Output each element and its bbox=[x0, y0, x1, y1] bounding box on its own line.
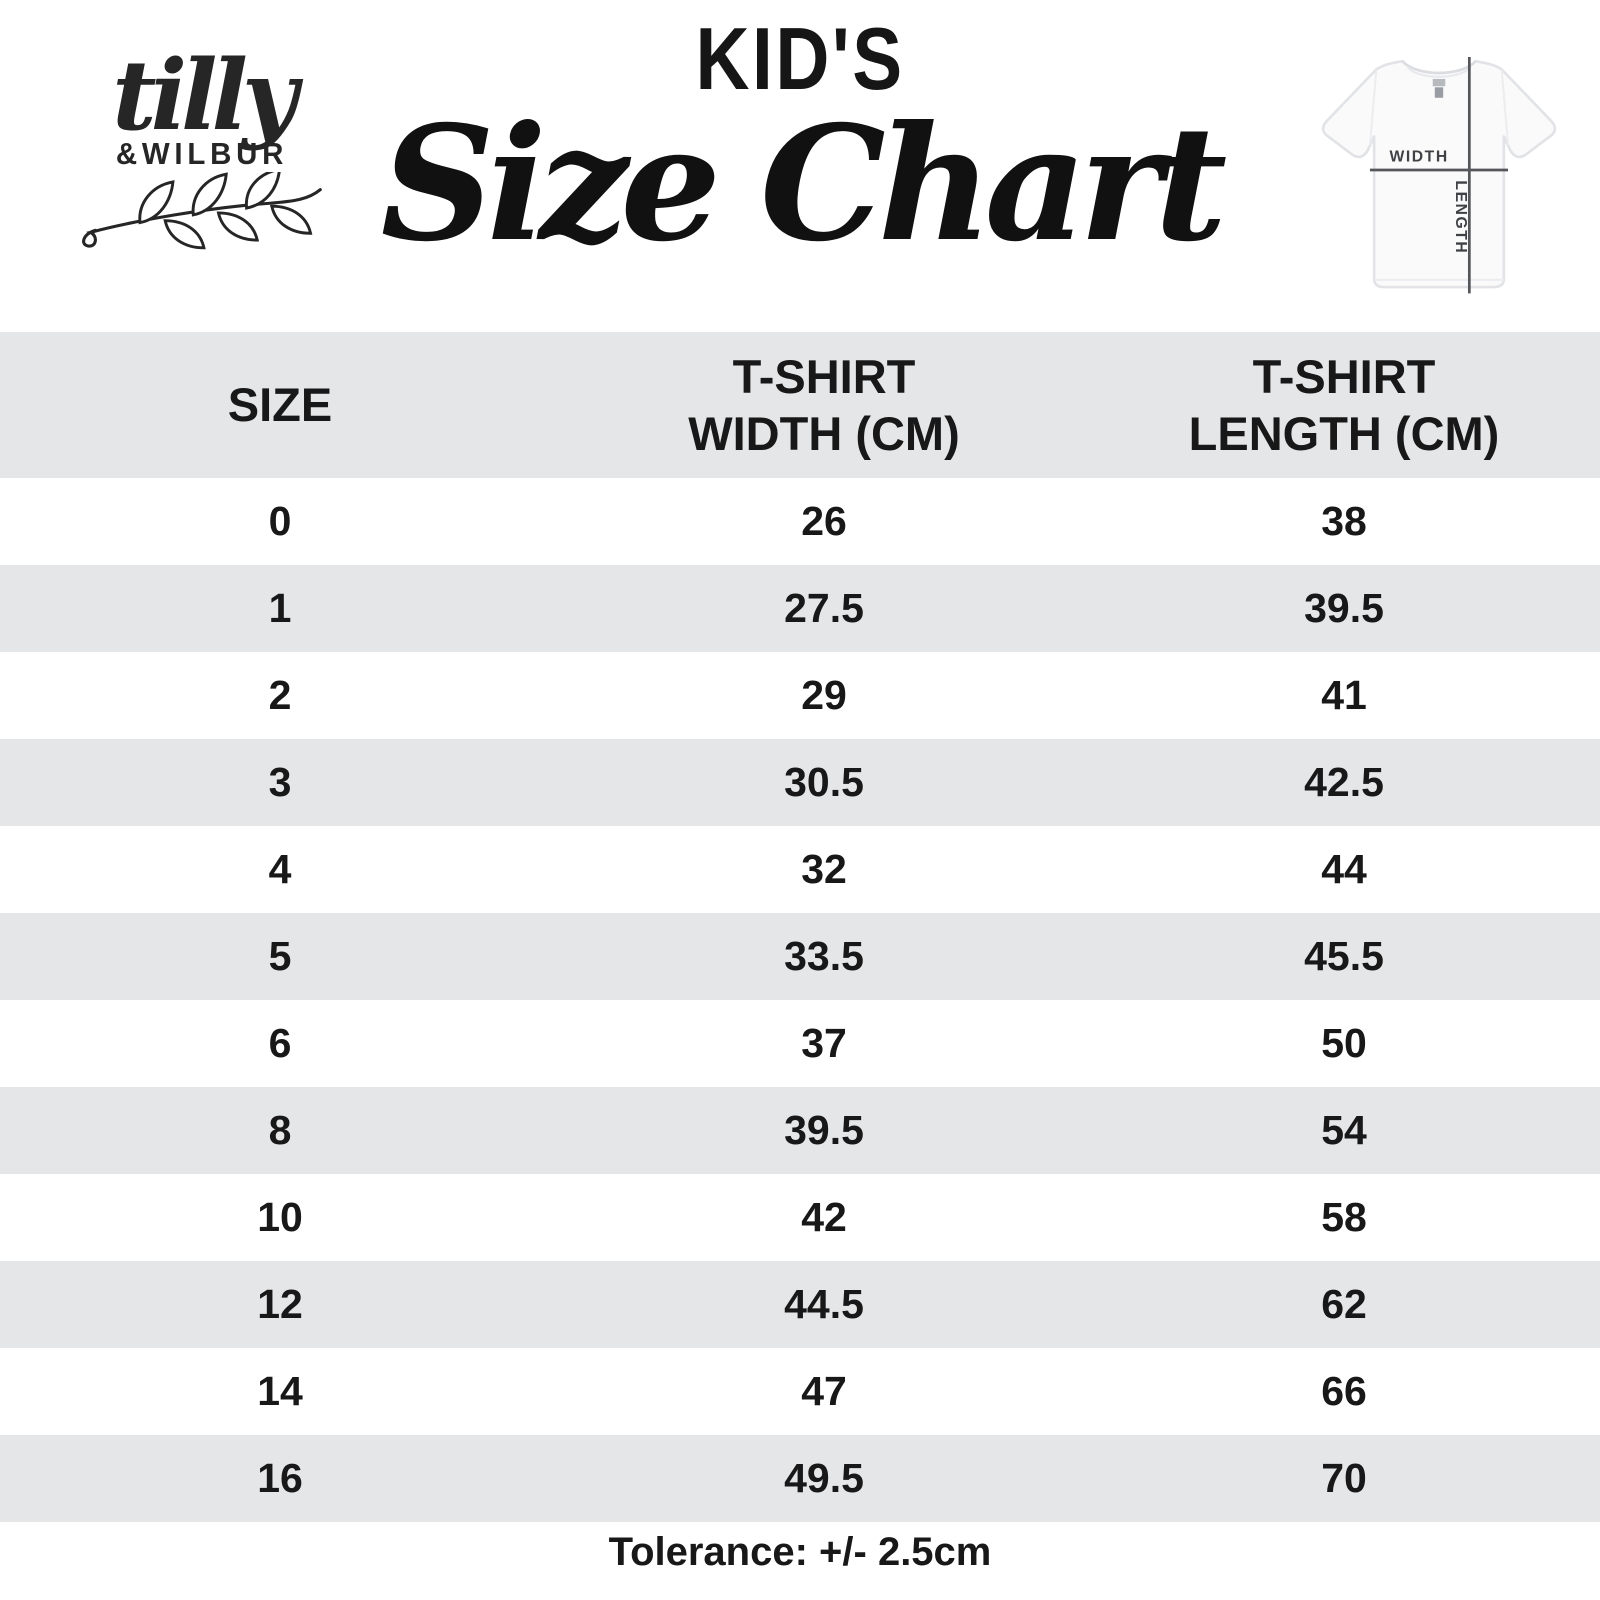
size-cell: 0 bbox=[268, 498, 292, 544]
size-cell: 16 bbox=[257, 1455, 303, 1501]
size-cell: 5 bbox=[268, 933, 292, 979]
title-main: Size Chart bbox=[380, 92, 1228, 277]
table-row: 1 27.5 39.5 bbox=[0, 565, 1600, 652]
size-cell: 10 bbox=[257, 1194, 303, 1240]
table-row: 0 26 38 bbox=[0, 478, 1600, 565]
size-cell: 3 bbox=[268, 759, 292, 805]
table-row: 16 49.5 70 bbox=[0, 1435, 1600, 1522]
page-title: KID'S Size Chart bbox=[320, 8, 1280, 265]
brand-name-script: tilly bbox=[112, 39, 298, 152]
width-cell: 29 bbox=[801, 672, 847, 718]
table-row: 10 42 58 bbox=[0, 1174, 1600, 1261]
width-cell: 32 bbox=[801, 846, 847, 892]
length-cell: 45.5 bbox=[1304, 933, 1384, 979]
width-cell: 39.5 bbox=[784, 1107, 864, 1153]
column-header-length: T-SHIRT LENGTH (CM) bbox=[1188, 349, 1500, 460]
length-cell: 66 bbox=[1321, 1368, 1367, 1414]
neck-tag bbox=[1432, 78, 1446, 98]
width-cell: 42 bbox=[801, 1194, 847, 1240]
size-cell: 2 bbox=[268, 672, 292, 718]
table-row: 5 33.5 45.5 bbox=[0, 913, 1600, 1000]
width-cell: 49.5 bbox=[784, 1455, 864, 1501]
length-cell: 70 bbox=[1321, 1455, 1367, 1501]
branch-icon bbox=[62, 167, 342, 255]
tshirt-shape bbox=[1321, 59, 1557, 289]
length-cell: 38 bbox=[1321, 498, 1367, 544]
size-table: SIZE T-SHIRT WIDTH (CM) T-SHIRT LENGTH (… bbox=[0, 332, 1600, 1522]
table-row: 8 39.5 54 bbox=[0, 1087, 1600, 1174]
length-cell: 50 bbox=[1321, 1020, 1367, 1066]
brand-name-caps: &WILBUR bbox=[115, 136, 289, 171]
table-row: 3 30.5 42.5 bbox=[0, 739, 1600, 826]
length-cell: 44 bbox=[1321, 846, 1367, 892]
tshirt-diagram-image: WIDTH LENGTH bbox=[1321, 56, 1557, 294]
length-cell: 39.5 bbox=[1304, 585, 1384, 631]
length-cell: 54 bbox=[1321, 1107, 1367, 1153]
length-cell: 58 bbox=[1321, 1194, 1367, 1240]
table-body: 0 26 38 1 27.5 39.5 2 29 41 3 30.5 42.5 … bbox=[0, 478, 1600, 1522]
column-header-width: T-SHIRT WIDTH (CM) bbox=[688, 349, 960, 460]
width-cell: 33.5 bbox=[784, 933, 864, 979]
size-cell: 4 bbox=[268, 846, 292, 892]
width-cell: 37 bbox=[801, 1020, 847, 1066]
size-cell: 14 bbox=[257, 1368, 303, 1414]
table-row: 14 47 66 bbox=[0, 1348, 1600, 1435]
size-cell: 1 bbox=[268, 585, 292, 631]
length-cell: 41 bbox=[1321, 672, 1367, 718]
column-header-size: SIZE bbox=[227, 378, 333, 432]
tshirt-diagram: WIDTH LENGTH bbox=[1303, 40, 1575, 302]
length-cell: 62 bbox=[1321, 1281, 1367, 1327]
width-cell: 30.5 bbox=[784, 759, 864, 805]
header: tilly &WILBUR KID'S Size bbox=[0, 0, 1600, 332]
table-row: 12 44.5 62 bbox=[0, 1261, 1600, 1348]
title-kicker: KID'S bbox=[695, 9, 905, 108]
width-cell: 44.5 bbox=[784, 1281, 864, 1327]
table-header-row: SIZE T-SHIRT WIDTH (CM) T-SHIRT LENGTH (… bbox=[0, 332, 1600, 478]
width-cell: 27.5 bbox=[784, 585, 864, 631]
footer: Tolerance: +/- 2.5cm bbox=[0, 1530, 1600, 1575]
size-cell: 8 bbox=[268, 1107, 292, 1153]
width-label: WIDTH bbox=[1389, 149, 1448, 166]
brand-logo: tilly &WILBUR bbox=[62, 48, 342, 255]
table-row: 4 32 44 bbox=[0, 826, 1600, 913]
width-cell: 26 bbox=[801, 498, 847, 544]
length-label: LENGTH bbox=[1452, 180, 1469, 254]
length-cell: 42.5 bbox=[1304, 759, 1384, 805]
size-cell: 12 bbox=[257, 1281, 303, 1327]
table-row: 2 29 41 bbox=[0, 652, 1600, 739]
tolerance-note: Tolerance: +/- 2.5cm bbox=[608, 1530, 992, 1574]
width-cell: 47 bbox=[801, 1368, 847, 1414]
size-cell: 6 bbox=[268, 1020, 292, 1066]
table-row: 6 37 50 bbox=[0, 1000, 1600, 1087]
